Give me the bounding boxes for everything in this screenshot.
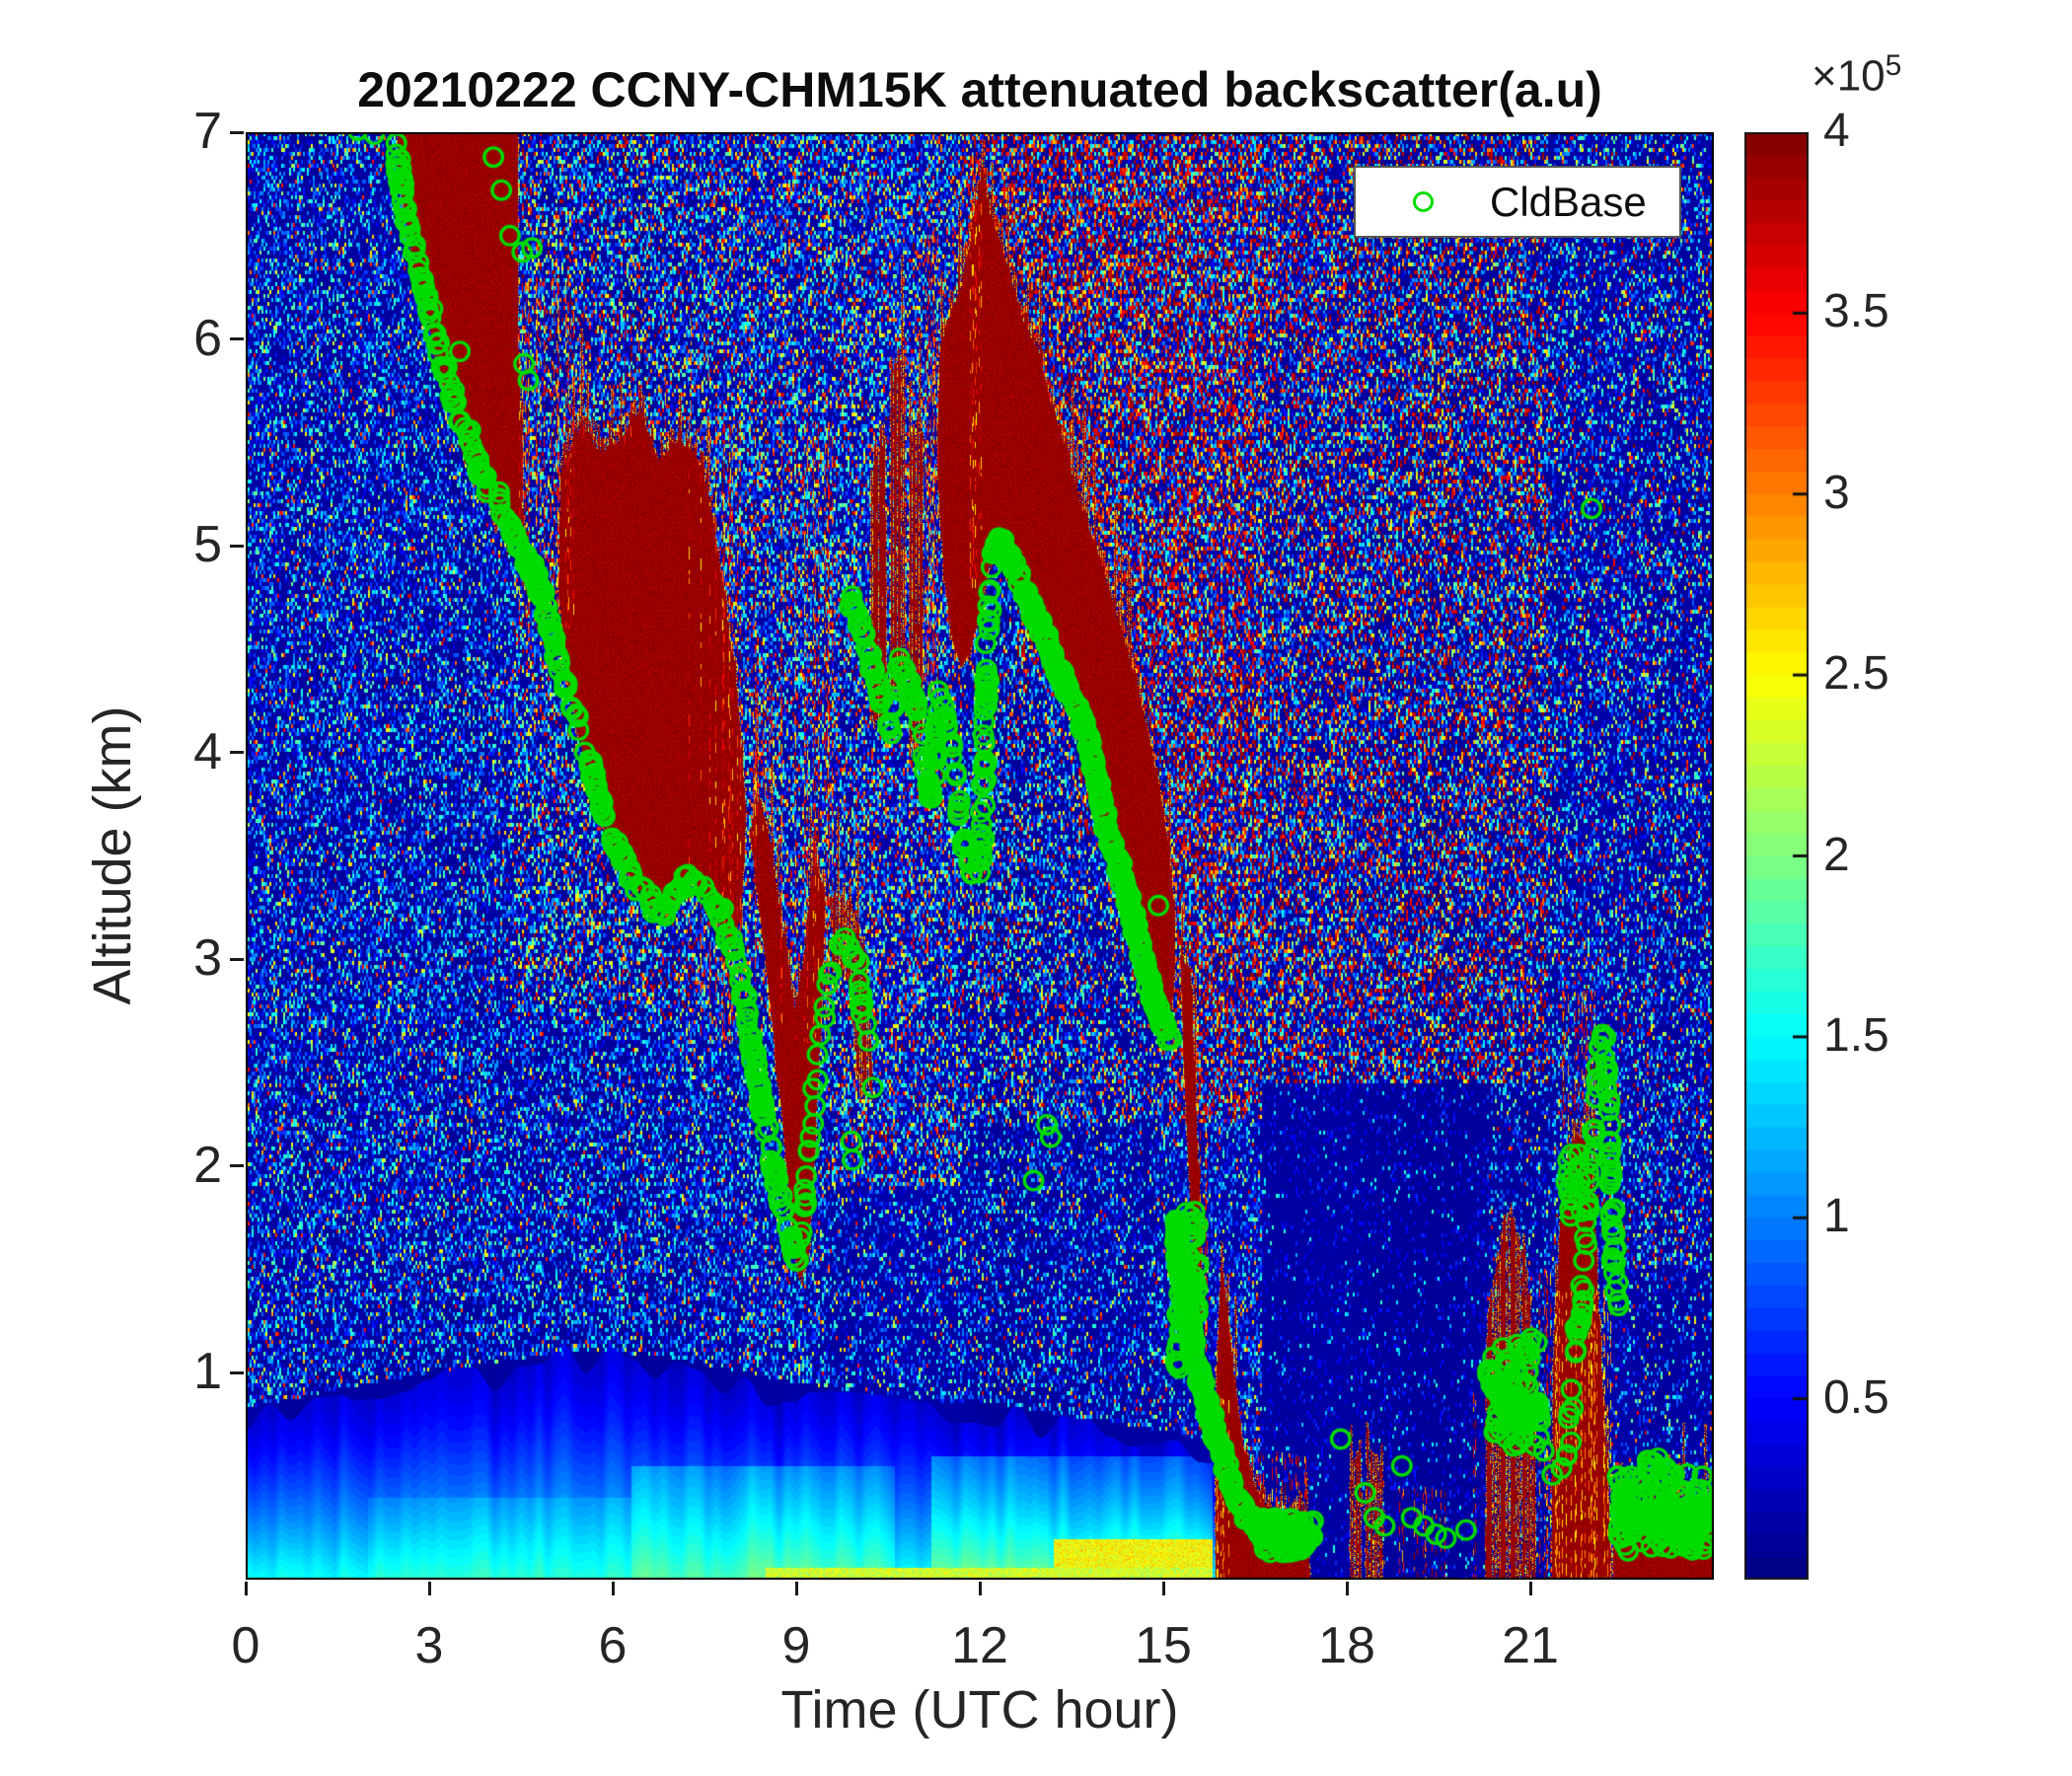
colorbar-scale-label: ×105: [1812, 49, 1901, 102]
x-tick-mark: [978, 1582, 982, 1595]
x-tick-mark: [1161, 1582, 1165, 1595]
y-tick-mark: [230, 751, 244, 755]
colorbar-tick-label: 3.5: [1823, 285, 1889, 338]
heatmap-canvas: [246, 132, 1714, 1580]
colorbar-tick-label: 1.5: [1823, 1008, 1889, 1062]
y-tick-label: 2: [193, 1136, 222, 1194]
colorbar-tick-label: 4: [1823, 105, 1850, 157]
y-tick-mark: [230, 957, 244, 961]
y-tick-mark: [230, 1164, 244, 1168]
x-tick-mark: [794, 1582, 798, 1595]
x-tick-label: 21: [1502, 1617, 1559, 1674]
y-tick-label: 1: [193, 1343, 222, 1401]
y-tick-mark: [230, 544, 244, 548]
chart-title: 20210222 CCNY-CHM15K attenuated backscat…: [357, 62, 1602, 117]
x-tick-label: 15: [1135, 1617, 1192, 1674]
y-tick-label: 4: [193, 722, 222, 780]
y-tick-mark: [230, 130, 244, 134]
x-tick-label: 12: [951, 1617, 1008, 1674]
colorbar-tick-label: 2.5: [1823, 647, 1889, 701]
y-tick-label: 6: [193, 309, 222, 367]
x-tick-mark: [611, 1582, 615, 1595]
y-tick-label: 3: [193, 929, 222, 988]
y-tick-mark: [230, 337, 244, 341]
y-tick-label: 5: [193, 516, 222, 574]
colorbar-tick-label: 1: [1823, 1190, 1850, 1243]
y-tick-label: 7: [193, 103, 222, 160]
y-tick-mark: [230, 1370, 244, 1374]
x-tick-mark: [244, 1582, 248, 1595]
legend-box: CldBase: [1354, 166, 1681, 238]
colorbar-tick-label: 3: [1823, 466, 1850, 519]
scale-exponent: 5: [1885, 49, 1902, 82]
x-tick-label: 18: [1318, 1617, 1375, 1674]
cldbase-marker-icon: [1413, 191, 1434, 212]
colorbar: [1744, 132, 1809, 1580]
y-axis-label: Altitude (km): [83, 705, 142, 1005]
colorbar-tick-label: 2: [1823, 828, 1850, 881]
legend-label: CldBase: [1490, 179, 1647, 225]
x-tick-mark: [1528, 1582, 1532, 1595]
x-tick-label: 6: [598, 1617, 628, 1674]
x-tick-label: 3: [414, 1617, 444, 1674]
scale-base: ×10: [1812, 51, 1886, 101]
x-tick-mark: [1345, 1582, 1349, 1595]
x-tick-label: 0: [231, 1617, 260, 1674]
colorbar-tick-label: 0.5: [1823, 1370, 1889, 1424]
x-tick-label: 9: [781, 1617, 811, 1674]
x-axis-label: Time (UTC hour): [780, 1680, 1179, 1739]
x-tick-mark: [427, 1582, 431, 1595]
